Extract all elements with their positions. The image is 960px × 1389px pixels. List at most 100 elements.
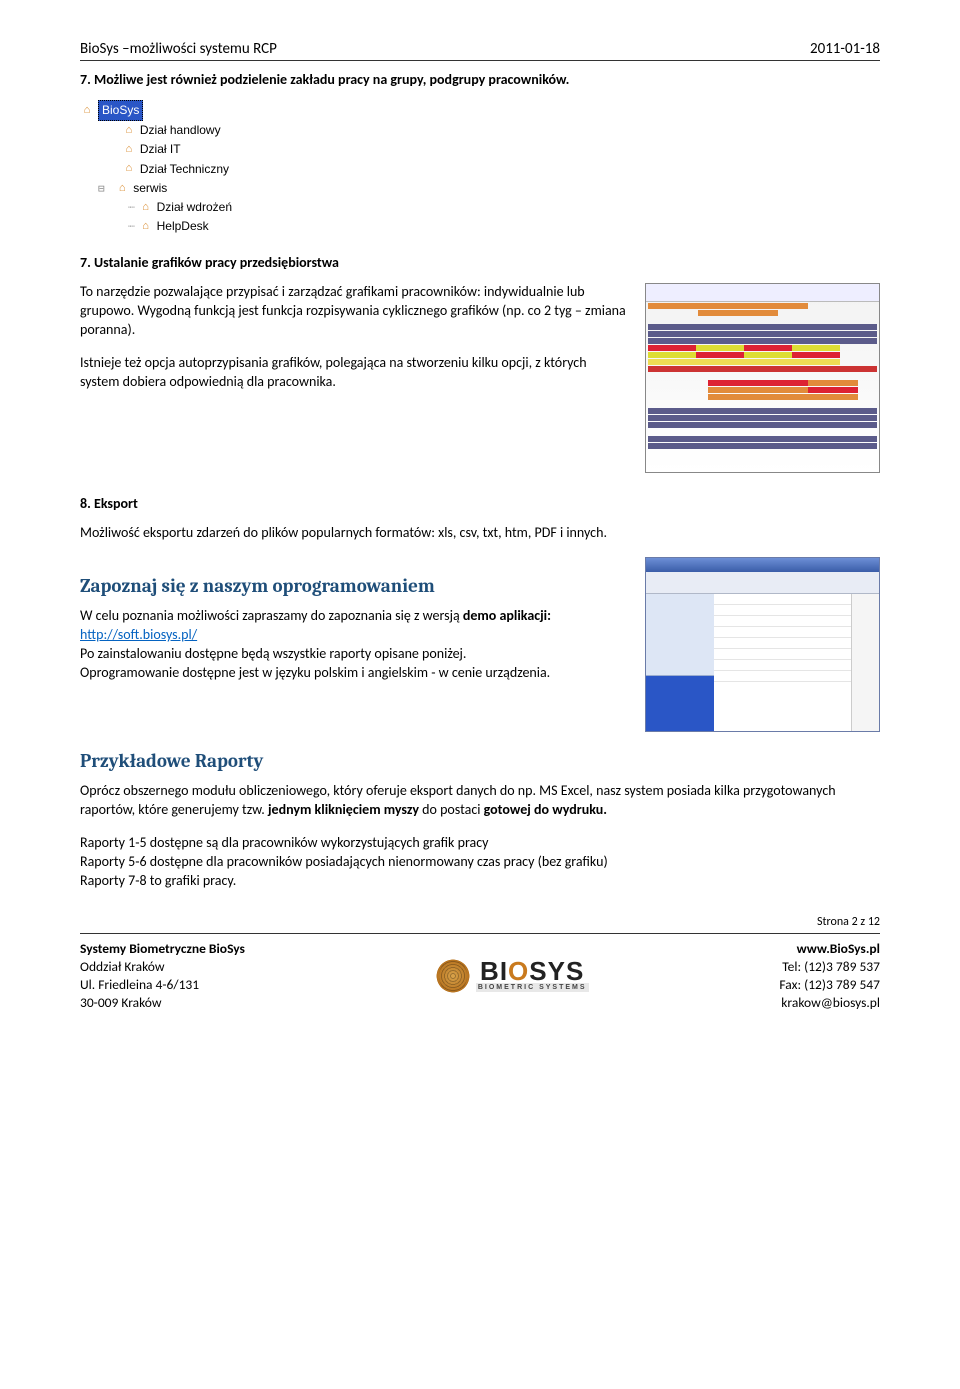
- tree-branch-icon: [98, 122, 118, 140]
- gantt-row: [648, 380, 877, 386]
- raporty-list: Raporty 1-5 dostępne są dla pracowników …: [80, 834, 880, 891]
- footer-fax: Fax: (12)3 789 547: [779, 976, 880, 993]
- tree-branch-icon: [98, 141, 118, 159]
- tree-branch-icon: ┈: [128, 218, 135, 236]
- tree-root-label: BioSys: [98, 100, 143, 121]
- footer-tel: Tel: (12)3 789 537: [782, 958, 880, 975]
- gantt-row: [648, 352, 877, 358]
- gantt-bar: [708, 387, 808, 393]
- tree-item[interactable]: ⌂Dział handlowy: [80, 121, 880, 140]
- raporty-p1b: jednym kliknięciem myszy: [268, 801, 419, 818]
- tree-subitem[interactable]: ┈⌂Dział wdrożeń: [80, 198, 880, 217]
- gantt-bar: [648, 352, 696, 358]
- raporty-heading: Przykładowe Raporty: [80, 750, 880, 772]
- tree-subitem[interactable]: ┈⌂HelpDesk: [80, 217, 880, 236]
- gantt-row: [648, 303, 877, 309]
- section-7b-p1: To narzędzie pozwalające przypisać i zar…: [80, 283, 627, 340]
- gantt-row: [648, 317, 877, 323]
- tree-subitem-label: HelpDesk: [157, 217, 209, 236]
- gantt-bar: [696, 352, 744, 358]
- page-header: BioSys –możliwości systemu RCP 2011-01-1…: [80, 40, 880, 61]
- house-icon: ⌂: [122, 162, 136, 176]
- gantt-bar: [648, 324, 877, 330]
- gantt-bar: [648, 380, 708, 386]
- gantt-row: [648, 436, 877, 442]
- gantt-bar: [648, 443, 877, 449]
- house-icon: ⌂: [122, 143, 136, 157]
- tree-root[interactable]: ⌂ BioSys: [80, 100, 880, 121]
- tree-item-label: Dział IT: [140, 140, 181, 159]
- gantt-bar: [708, 380, 808, 386]
- gantt-bar: [648, 345, 696, 351]
- zapoznaj-p3: Oprogramowanie dostępne jest w języku po…: [80, 664, 550, 681]
- gantt-row: [648, 387, 877, 393]
- gantt-bar: [648, 303, 688, 309]
- gantt-bar: [696, 359, 744, 365]
- raporty-p1c: do postaci: [419, 801, 484, 818]
- gantt-row: [648, 331, 877, 337]
- zapoznaj-p1b: demo aplikacji:: [463, 607, 551, 624]
- footer-web: www.BioSys.pl: [797, 940, 880, 957]
- logo-sub: BIOMETRIC SYSTEMS: [476, 983, 589, 992]
- tree-item[interactable]: ⌂Dział Techniczny: [80, 160, 880, 179]
- section-7b-title: 7. Ustalanie grafików pracy przedsiębior…: [80, 254, 880, 271]
- app-screenshot: [645, 557, 880, 732]
- house-icon: ⌂: [115, 181, 129, 195]
- footer-company: Systemy Biometryczne BioSys: [80, 940, 245, 957]
- gantt-bar: [698, 310, 778, 316]
- section-7a-title: 7. Możliwe jest również podzielenie zakł…: [80, 71, 880, 88]
- gantt-bar: [744, 352, 792, 358]
- gantt-bar: [648, 338, 877, 344]
- gantt-bar: [792, 352, 840, 358]
- gantt-row: [648, 324, 877, 330]
- tree-item[interactable]: ⊟ ⌂ serwis: [80, 179, 880, 198]
- gantt-bar: [648, 422, 877, 428]
- gantt-row: [648, 394, 877, 400]
- gantt-row: [648, 359, 877, 365]
- gantt-bar: [648, 408, 877, 414]
- gantt-bar: [648, 366, 877, 372]
- gantt-bar: [648, 387, 708, 393]
- gantt-bar: [648, 310, 698, 316]
- gantt-bar: [648, 331, 877, 337]
- gantt-bar: [744, 359, 792, 365]
- gantt-bar: [696, 345, 744, 351]
- gantt-screenshot: [645, 283, 880, 473]
- zapoznaj-p1a: W celu poznania możliwości zapraszamy do…: [80, 607, 463, 624]
- gantt-bar: [648, 436, 877, 442]
- raporty-p1: Oprócz obszernego modułu obliczeniowego,…: [80, 782, 880, 820]
- expand-icon[interactable]: ⊟: [98, 180, 111, 198]
- gantt-bar: [792, 345, 840, 351]
- footer-city: 30-009 Kraków: [80, 994, 162, 1011]
- section-8-title: 8. Eksport: [80, 495, 880, 512]
- house-icon: ⌂: [80, 104, 94, 118]
- footer-logo: BIOSYS BIOMETRIC SYSTEMS: [428, 954, 597, 998]
- raporty-l2: Raporty 5-6 dostępne dla pracowników pos…: [80, 853, 608, 870]
- gantt-bar: [648, 359, 696, 365]
- zapoznaj-p1: W celu poznania możliwości zapraszamy do…: [80, 607, 627, 683]
- raporty-p1d: gotowej do wydruku.: [484, 801, 607, 818]
- gantt-row: [648, 310, 877, 316]
- gantt-row: [648, 415, 877, 421]
- gantt-bar: [688, 303, 808, 309]
- gantt-row: [648, 422, 877, 428]
- gantt-bar: [744, 345, 792, 351]
- gantt-bar: [792, 359, 840, 365]
- gantt-bar: [808, 387, 858, 393]
- gantt-row: [648, 373, 877, 379]
- section-8-p: Możliwość eksportu zdarzeń do plików pop…: [80, 524, 880, 543]
- gantt-row: [648, 345, 877, 351]
- demo-link[interactable]: http://soft.biosys.pl/: [80, 626, 197, 643]
- gantt-row: [648, 429, 877, 435]
- footer-branch: Oddział Kraków: [80, 958, 165, 975]
- gantt-bar: [648, 394, 708, 400]
- gantt-row: [648, 443, 877, 449]
- header-right: 2011-01-18: [810, 40, 880, 58]
- tree-item[interactable]: ⌂ Dział IT: [80, 140, 880, 159]
- page-number: Strona 2 z 12: [80, 915, 880, 929]
- fingerprint-icon: [436, 956, 470, 996]
- tree-branch-icon: [98, 160, 118, 178]
- tree-item-label: serwis: [133, 179, 167, 198]
- gantt-bar: [708, 394, 858, 400]
- gantt-bar: [648, 415, 877, 421]
